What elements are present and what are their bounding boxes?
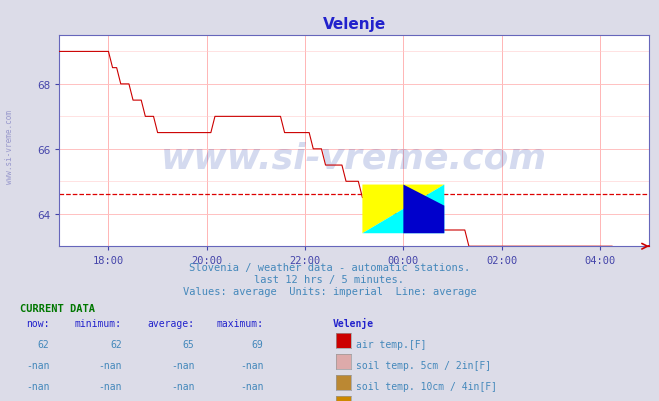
Text: 65: 65	[183, 339, 194, 349]
Text: -nan: -nan	[98, 381, 122, 391]
Text: -nan: -nan	[171, 360, 194, 370]
Text: 69: 69	[252, 339, 264, 349]
Text: Velenje: Velenje	[333, 317, 374, 328]
Title: Velenje: Velenje	[323, 17, 386, 32]
Text: average:: average:	[148, 318, 194, 328]
Text: -nan: -nan	[26, 381, 49, 391]
Text: minimum:: minimum:	[75, 318, 122, 328]
Text: Values: average  Units: imperial  Line: average: Values: average Units: imperial Line: av…	[183, 287, 476, 297]
Polygon shape	[362, 185, 444, 234]
Text: -nan: -nan	[26, 360, 49, 370]
Text: -nan: -nan	[240, 381, 264, 391]
Text: now:: now:	[26, 318, 49, 328]
Text: -nan: -nan	[98, 360, 122, 370]
Text: air temp.[F]: air temp.[F]	[356, 339, 426, 349]
Text: Slovenia / weather data - automatic stations.: Slovenia / weather data - automatic stat…	[189, 263, 470, 273]
Text: soil temp. 10cm / 4in[F]: soil temp. 10cm / 4in[F]	[356, 381, 497, 391]
Text: last 12 hrs / 5 minutes.: last 12 hrs / 5 minutes.	[254, 275, 405, 285]
Text: www.si-vreme.com: www.si-vreme.com	[5, 109, 14, 183]
Polygon shape	[362, 185, 444, 234]
Text: www.si-vreme.com: www.si-vreme.com	[161, 141, 547, 175]
Polygon shape	[403, 185, 444, 234]
Text: maximum:: maximum:	[217, 318, 264, 328]
Text: CURRENT DATA: CURRENT DATA	[20, 303, 95, 313]
Text: 62: 62	[38, 339, 49, 349]
Text: soil temp. 5cm / 2in[F]: soil temp. 5cm / 2in[F]	[356, 360, 491, 370]
Text: -nan: -nan	[240, 360, 264, 370]
Text: -nan: -nan	[171, 381, 194, 391]
Text: 62: 62	[110, 339, 122, 349]
